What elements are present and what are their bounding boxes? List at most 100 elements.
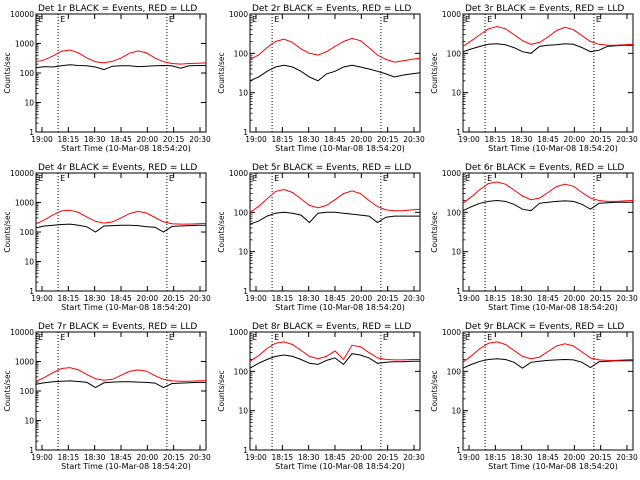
x-tick-label: 18:45	[324, 135, 346, 144]
y-axis-label: Counts/sec	[430, 52, 439, 93]
start-marker-label: E	[465, 174, 470, 183]
y-tick-label: 1000	[442, 169, 461, 178]
series-line-lld	[35, 367, 207, 382]
y-tick-label: 100	[447, 367, 462, 376]
time-marker-label: E	[274, 333, 279, 342]
time-marker-label: E	[60, 333, 65, 342]
x-tick-label: 20:15	[377, 135, 399, 144]
panel-8: Det 8r BLACK = Events, RED = LLD 1 10 100 10…	[217, 322, 425, 471]
x-tick-label: 20:00	[351, 135, 373, 144]
plot-frame	[462, 331, 634, 451]
series-line-lld	[35, 49, 207, 65]
y-tick-label: 100	[447, 208, 462, 217]
y-axis-label: Counts/sec	[3, 52, 12, 93]
x-tick-label: 18:45	[110, 453, 132, 462]
x-tick-label: 20:30	[403, 453, 425, 462]
series-line-events	[249, 353, 420, 369]
y-tick-label: 1000	[15, 40, 34, 49]
y-tick-label: 100	[447, 49, 462, 58]
x-tick-label: 20:30	[403, 294, 425, 303]
plot-frame	[35, 331, 207, 451]
x-axis-label: Start Time (10-Mar-08 18:54:20)	[61, 303, 191, 312]
panel-5: Det 5r BLACK = Events, RED = LLD 1 10 100 10…	[217, 163, 425, 312]
x-tick-label: 18:45	[537, 294, 559, 303]
y-tick-label: 1000	[15, 358, 34, 367]
time-marker-label: E	[383, 333, 388, 342]
x-tick-label: 19:00	[458, 135, 480, 144]
plot-frame	[249, 13, 421, 133]
y-tick-label: 1	[243, 287, 248, 296]
x-tick-label: 18:30	[511, 294, 533, 303]
x-tick-label: 20:00	[351, 294, 373, 303]
x-tick-label: 20:15	[590, 294, 612, 303]
y-tick-label: 10	[24, 417, 34, 426]
x-tick-label: 18:15	[485, 453, 507, 462]
x-tick-label: 18:45	[324, 294, 346, 303]
x-tick-label: 20:00	[137, 294, 159, 303]
y-tick-label: 1	[456, 446, 461, 455]
time-marker-label: E	[169, 174, 174, 183]
y-tick-label: 1	[456, 287, 461, 296]
plot-frame	[35, 172, 207, 292]
panel-3: Det 3r BLACK = Events, RED = LLD 1 10 100 10…	[430, 4, 638, 153]
y-tick-label: 1	[243, 128, 248, 137]
y-tick-label: 10000	[10, 10, 34, 19]
x-axis-label: Start Time (10-Mar-08 18:54:20)	[488, 462, 618, 471]
x-tick-label: 18:15	[485, 294, 507, 303]
y-tick-label: 1	[456, 128, 461, 137]
x-tick-label: 20:30	[189, 135, 211, 144]
time-marker-label: E	[274, 174, 279, 183]
panel-title: Det 5r BLACK = Events, RED = LLD	[252, 163, 411, 173]
plot-frame	[249, 331, 421, 451]
series-line-events	[249, 64, 421, 82]
y-tick-label: 1000	[229, 10, 248, 19]
series-line-events	[462, 199, 633, 212]
series-line-lld	[249, 188, 421, 213]
x-tick-label: 18:30	[298, 453, 320, 462]
panel-title: Det 9r BLACK = Events, RED = LLD	[465, 322, 624, 332]
y-tick-label: 1	[243, 446, 248, 455]
x-tick-label: 18:15	[485, 135, 507, 144]
y-axis-label: Counts/sec	[217, 370, 226, 411]
x-tick-label: 20:00	[137, 135, 159, 144]
x-tick-label: 18:15	[58, 453, 80, 462]
x-tick-label: 18:30	[511, 453, 533, 462]
x-tick-label: 18:15	[58, 294, 80, 303]
panel-title: Det 4r BLACK = Events, RED = LLD	[38, 163, 197, 173]
x-tick-label: 19:00	[458, 453, 480, 462]
x-tick-label: 20:00	[564, 453, 586, 462]
x-tick-label: 18:15	[272, 294, 294, 303]
x-tick-label: 19:00	[245, 294, 267, 303]
x-tick-label: 20:15	[163, 453, 185, 462]
y-tick-label: 1	[29, 446, 34, 455]
series-line-lld	[249, 37, 421, 63]
x-tick-label: 20:15	[590, 135, 612, 144]
x-tick-label: 20:00	[564, 294, 586, 303]
y-tick-label: 1000	[15, 199, 34, 208]
x-axis-label: Start Time (10-Mar-08 18:54:20)	[488, 144, 618, 153]
plot-frame	[35, 13, 207, 133]
y-tick-label: 10	[451, 407, 461, 416]
panel-4: Det 4r BLACK = Events, RED = LLD 1 10 100 10…	[3, 163, 211, 312]
y-tick-label: 10	[451, 248, 461, 257]
series-line-lld	[35, 209, 207, 225]
y-tick-label: 10	[238, 407, 248, 416]
x-axis-label: Start Time (10-Mar-08 18:54:20)	[275, 303, 405, 312]
x-axis-label: Start Time (10-Mar-08 18:54:20)	[488, 303, 618, 312]
time-marker-label: E	[487, 174, 492, 183]
series-line-events	[35, 223, 206, 233]
x-tick-label: 18:30	[298, 135, 320, 144]
plot-frame	[462, 172, 634, 292]
x-tick-label: 18:15	[272, 135, 294, 144]
x-tick-label: 20:30	[189, 453, 211, 462]
x-tick-label: 20:00	[351, 453, 373, 462]
x-axis-label: Start Time (10-Mar-08 18:54:20)	[61, 462, 191, 471]
x-tick-label: 18:15	[58, 135, 80, 144]
y-axis-label: Counts/sec	[430, 211, 439, 252]
time-marker-label: E	[383, 15, 388, 24]
panel-title: Det 3r BLACK = Events, RED = LLD	[465, 4, 624, 14]
y-axis-label: Counts/sec	[217, 211, 226, 252]
x-tick-label: 20:15	[163, 294, 185, 303]
series-line-events	[35, 64, 206, 71]
